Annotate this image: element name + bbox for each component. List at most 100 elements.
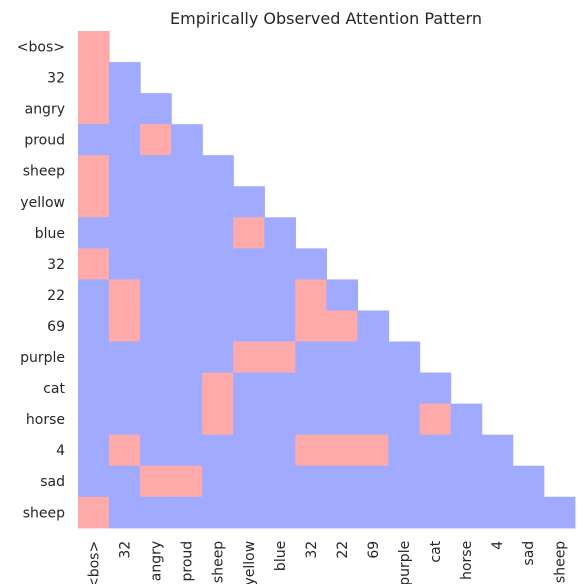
heatmap-cell-r14-c5 xyxy=(233,465,265,498)
heatmap-cell-r8-c4 xyxy=(202,279,234,312)
heatmap-cell-r12-c7 xyxy=(295,403,327,436)
heatmap-cell-r4-c4 xyxy=(202,155,234,187)
heatmap-cell-r6-c1 xyxy=(109,217,141,249)
column-label: sheep xyxy=(211,541,227,583)
heatmap-cell-r15-c9 xyxy=(357,496,390,529)
heatmap-cell-r9-c2 xyxy=(140,310,172,343)
heatmap-cell-r11-c9 xyxy=(357,372,390,405)
heatmap-cell-r13-c4 xyxy=(202,434,234,467)
heatmap-cell-r12-c3 xyxy=(171,403,203,436)
heatmap-cell-r12-c5 xyxy=(233,403,265,436)
heatmap-cell-r8-c2 xyxy=(140,279,172,312)
heatmap-cell-r11-c10 xyxy=(388,372,421,405)
heatmap-cell-r15-c10 xyxy=(388,496,421,529)
heatmap-cell-r10-c9 xyxy=(357,341,390,374)
column-label: 4 xyxy=(490,541,506,550)
heatmap-cell-r12-c1 xyxy=(109,403,141,436)
heatmap-cell-r11-c5 xyxy=(233,372,265,405)
heatmap-cell-r13-c9 xyxy=(357,434,390,467)
heatmap-cell-r15-c11 xyxy=(419,496,452,529)
heatmap-cell-r11-c6 xyxy=(264,372,296,405)
row-label: 4 xyxy=(56,443,65,459)
heatmap-cell-r13-c11 xyxy=(419,434,452,467)
heatmap-cell-r15-c12 xyxy=(450,496,483,529)
heatmap-cell-r1-c1 xyxy=(109,62,141,94)
heatmap-cell-r7-c7 xyxy=(295,248,327,280)
heatmap-cell-r8-c3 xyxy=(171,279,203,312)
heatmap-cell-r15-c6 xyxy=(264,496,296,529)
heatmap-cell-r13-c2 xyxy=(140,434,172,467)
column-label: blue xyxy=(273,541,289,571)
heatmap-cell-r14-c12 xyxy=(450,465,483,498)
heatmap-cell-r12-c4 xyxy=(202,403,234,436)
heatmap-cell-r14-c1 xyxy=(109,465,141,498)
heatmap-cell-r7-c0 xyxy=(78,248,110,280)
row-label: 22 xyxy=(47,288,65,304)
heatmap-cell-r15-c8 xyxy=(326,496,359,529)
row-label: horse xyxy=(26,412,65,428)
heatmap-cell-r2-c1 xyxy=(109,93,141,125)
heatmap-cell-r8-c1 xyxy=(109,279,141,312)
heatmap-cell-r3-c1 xyxy=(109,124,141,156)
heatmap-cell-r15-c0 xyxy=(78,496,110,529)
column-label: yellow xyxy=(242,541,258,584)
row-labels: <bos> 32 angry proud sheep yellow blue 32 22 69 pu… xyxy=(17,40,66,522)
heatmap-cell-r14-c0 xyxy=(78,465,110,498)
heatmap-cell-r15-c14 xyxy=(512,496,545,529)
heatmap-cell-r7-c2 xyxy=(140,248,172,280)
heatmap-cell-r14-c6 xyxy=(264,465,296,498)
heatmap-cell-r15-c3 xyxy=(171,496,203,529)
heatmap-cell-r6-c3 xyxy=(171,217,203,249)
heatmap-cell-r6-c5 xyxy=(233,217,265,249)
heatmap-cell-r7-c4 xyxy=(202,248,234,280)
heatmap-cell-r11-c2 xyxy=(140,372,172,405)
heatmap-cell-r13-c3 xyxy=(171,434,203,467)
heatmap-cell-r7-c3 xyxy=(171,248,203,280)
heatmap-cell-r14-c7 xyxy=(295,465,327,498)
heatmap-cell-r5-c3 xyxy=(171,186,203,218)
heatmap-cells xyxy=(78,31,576,529)
heatmap-cell-r8-c0 xyxy=(78,279,110,312)
column-label: 32 xyxy=(118,541,134,559)
column-label: proud xyxy=(180,541,196,582)
column-label: sad xyxy=(521,541,537,566)
heatmap-cell-r3-c3 xyxy=(171,124,203,156)
heatmap-cell-r12-c8 xyxy=(326,403,359,436)
heatmap-cell-r12-c2 xyxy=(140,403,172,436)
row-label: blue xyxy=(35,226,65,242)
heatmap-cell-r14-c11 xyxy=(419,465,452,498)
heatmap-cell-r15-c13 xyxy=(481,496,514,529)
heatmap-cell-r14-c2 xyxy=(140,465,172,498)
heatmap-cell-r12-c11 xyxy=(419,403,452,436)
column-label: purple xyxy=(397,541,413,584)
row-label: purple xyxy=(20,350,65,366)
heatmap-cell-r10-c2 xyxy=(140,341,172,374)
heatmap-cell-r10-c10 xyxy=(388,341,421,374)
heatmap-cell-r11-c4 xyxy=(202,372,234,405)
heatmap-cell-r12-c9 xyxy=(357,403,390,436)
heatmap-cell-r14-c3 xyxy=(171,465,203,498)
heatmap-cell-r2-c2 xyxy=(140,93,172,125)
heatmap-cell-r14-c8 xyxy=(326,465,359,498)
heatmap-cell-r11-c8 xyxy=(326,372,359,405)
heatmap-cell-r5-c1 xyxy=(109,186,141,218)
column-label: 22 xyxy=(335,541,351,559)
heatmap-cell-r9-c7 xyxy=(295,310,327,343)
heatmap-cell-r0-c0 xyxy=(78,31,110,63)
heatmap-cell-r12-c10 xyxy=(388,403,421,436)
column-labels: <bos> 32 angry proud sheep yellow blue 32 22 69 pu… xyxy=(87,540,569,584)
heatmap-cell-r2-c0 xyxy=(78,93,110,125)
heatmap-cell-r3-c0 xyxy=(78,124,110,156)
heatmap-cell-r9-c6 xyxy=(264,310,296,343)
row-label: sheep xyxy=(23,164,65,180)
heatmap-cell-r8-c8 xyxy=(326,279,359,312)
heatmap-cell-r8-c6 xyxy=(264,279,296,312)
heatmap-cell-r11-c11 xyxy=(419,372,452,405)
heatmap-cell-r10-c7 xyxy=(295,341,327,374)
heatmap-cell-r10-c1 xyxy=(109,341,141,374)
heatmap-cell-r12-c12 xyxy=(450,403,483,436)
heatmap-cell-r11-c0 xyxy=(78,372,110,405)
column-label: horse xyxy=(459,541,475,580)
row-label: 32 xyxy=(47,257,65,273)
